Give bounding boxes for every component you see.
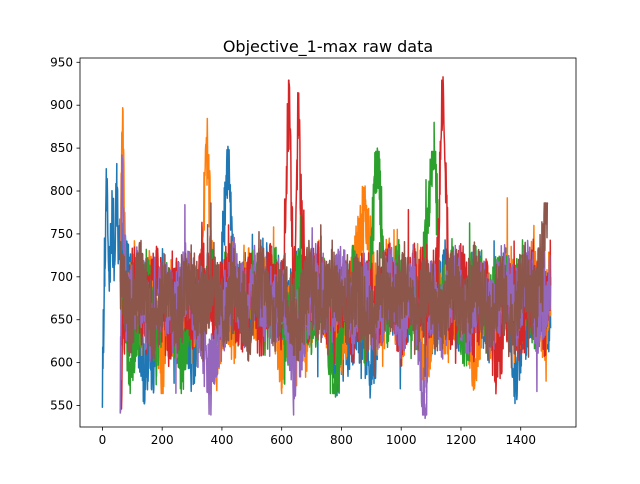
- y-tick-label: 650: [50, 313, 73, 327]
- x-tick-label: 600: [270, 433, 293, 447]
- plot-area: [101, 76, 552, 420]
- series-line-6: [119, 202, 549, 378]
- chart-title: Objective_1-max raw data: [223, 37, 433, 57]
- y-tick-label: 950: [50, 55, 73, 69]
- y-tick-label: 750: [50, 227, 73, 241]
- y-tick-label: 800: [50, 184, 73, 198]
- axes: 0 200 400 600 800 1000 1200 1400 550 600 650 700 750…: [50, 55, 577, 447]
- x-tick-label: 1000: [386, 433, 417, 447]
- axes-frame: [79, 57, 577, 428]
- y-tick-label: 850: [50, 141, 73, 155]
- x-tick-label: 800: [330, 433, 353, 447]
- x-tick-label: 400: [210, 433, 233, 447]
- x-tick-label: 1200: [446, 433, 477, 447]
- x-tick-label: 200: [151, 433, 174, 447]
- y-tick-label: 700: [50, 270, 73, 284]
- x-tick-label: 0: [99, 433, 107, 447]
- y-tick-label: 900: [50, 98, 73, 112]
- y-tick-label: 600: [50, 356, 73, 370]
- y-tick-label: 550: [50, 399, 73, 413]
- x-tick-label: 1400: [505, 433, 536, 447]
